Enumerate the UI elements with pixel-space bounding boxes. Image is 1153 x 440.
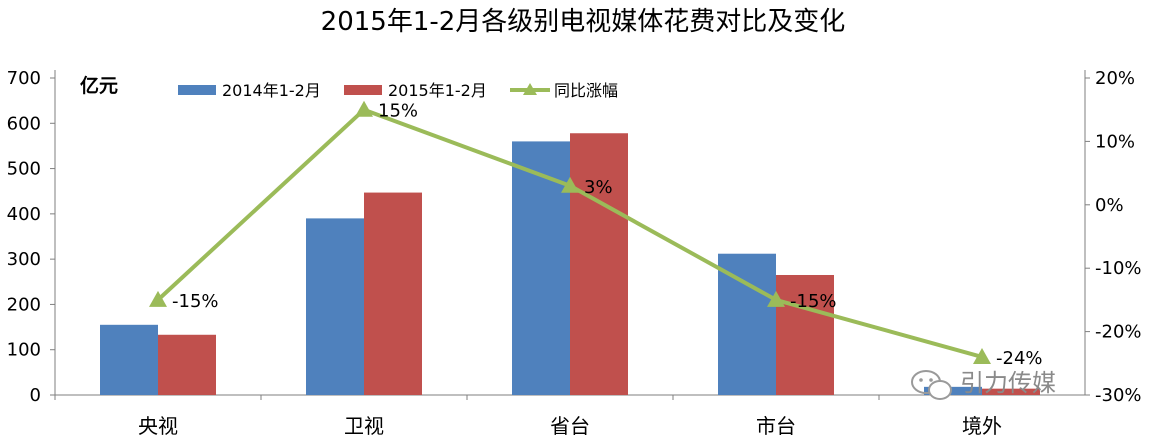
category-label: 市台 xyxy=(756,414,796,438)
left-tick-label: 400 xyxy=(7,204,41,225)
chart-title: 2015年1-2月各级别电视媒体花费对比及变化 xyxy=(321,7,846,37)
left-tick-label: 600 xyxy=(7,113,41,134)
wechat-icon xyxy=(911,370,952,400)
right-tick-label: -10% xyxy=(1095,258,1142,279)
bar-1-央视 xyxy=(100,324,158,395)
growth-data-label: 3% xyxy=(584,177,613,198)
bar-1-卫视 xyxy=(306,218,364,395)
category-label: 卫视 xyxy=(344,414,384,438)
bar-2-卫视 xyxy=(364,192,422,395)
right-tick-label: -20% xyxy=(1095,322,1142,343)
watermark: 引力传媒 xyxy=(911,369,1056,400)
legend: 2014年1-2月 2015年1-2月 同比涨幅 xyxy=(178,81,618,100)
category-labels: 央视 卫视 省台 市台 境外 xyxy=(54,395,1002,438)
growth-data-label: -24% xyxy=(996,348,1043,369)
legend-swatch xyxy=(178,85,216,95)
left-tick-label: 200 xyxy=(7,294,41,315)
growth-marker xyxy=(355,100,373,117)
watermark-text: 引力传媒 xyxy=(960,369,1056,397)
left-tick-label: 100 xyxy=(7,340,41,361)
right-tick-label: 20% xyxy=(1095,68,1135,89)
legend-label: 2015年1-2月 xyxy=(388,81,487,100)
y-axis-unit-label: 亿元 xyxy=(80,74,118,97)
growth-data-label: -15% xyxy=(790,291,837,312)
right-y-axis: -30% -20% -10% 0% 10% 20% xyxy=(1084,68,1142,406)
left-tick-label: 700 xyxy=(7,68,41,89)
growth-data-label: -15% xyxy=(172,291,219,312)
right-tick-label: 10% xyxy=(1095,131,1135,152)
growth-marker xyxy=(767,290,785,307)
left-y-axis: 0 100 200 300 400 500 600 700 xyxy=(7,68,1085,406)
right-tick-label: 0% xyxy=(1095,195,1124,216)
bar-1-省台 xyxy=(512,141,570,395)
bar-series-group xyxy=(100,133,1040,395)
left-tick-label: 500 xyxy=(7,159,41,180)
growth-marker xyxy=(973,347,991,364)
legend-label: 2014年1-2月 xyxy=(222,81,321,100)
left-tick-label: 0 xyxy=(30,385,41,406)
left-tick-label: 300 xyxy=(7,249,41,270)
category-label: 境外 xyxy=(962,414,1002,438)
right-tick-label: -30% xyxy=(1095,385,1142,406)
bar-2-市台 xyxy=(776,274,834,395)
line-series-group: -15% 15% 3% -15% -24% xyxy=(149,100,1043,369)
growth-data-label: 15% xyxy=(378,101,418,122)
category-label: 省台 xyxy=(550,414,590,438)
legend-label: 同比涨幅 xyxy=(554,81,618,100)
bar-1-境外 xyxy=(924,386,982,395)
growth-marker xyxy=(561,176,579,193)
category-label: 央视 xyxy=(138,414,178,438)
bar-2-央视 xyxy=(158,334,216,395)
legend-swatch xyxy=(344,85,382,95)
bar-1-市台 xyxy=(718,253,776,395)
bar-2-省台 xyxy=(570,133,628,395)
growth-marker xyxy=(149,290,167,307)
legend-marker xyxy=(523,83,537,95)
bar-2-境外 xyxy=(982,388,1040,395)
